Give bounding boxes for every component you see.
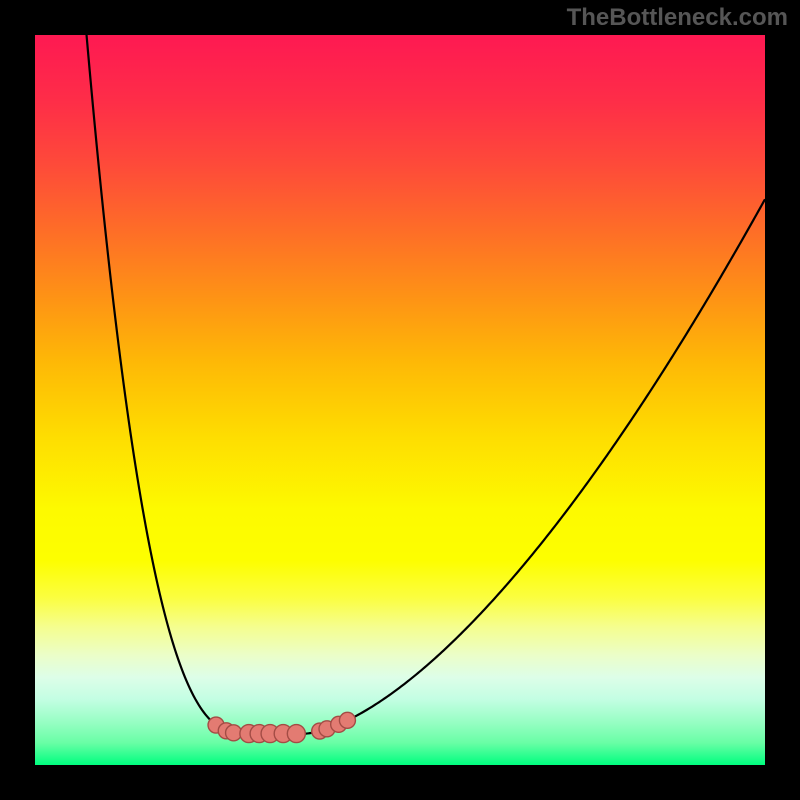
gradient-background — [35, 35, 765, 765]
chart-frame: TheBottleneck.com — [0, 0, 800, 800]
marker-left-2 — [226, 725, 242, 741]
plot-area — [35, 35, 765, 765]
chart-svg — [35, 35, 765, 765]
marker-right-3 — [339, 712, 355, 728]
marker-floor-4 — [287, 725, 305, 743]
watermark-text: TheBottleneck.com — [567, 4, 788, 32]
